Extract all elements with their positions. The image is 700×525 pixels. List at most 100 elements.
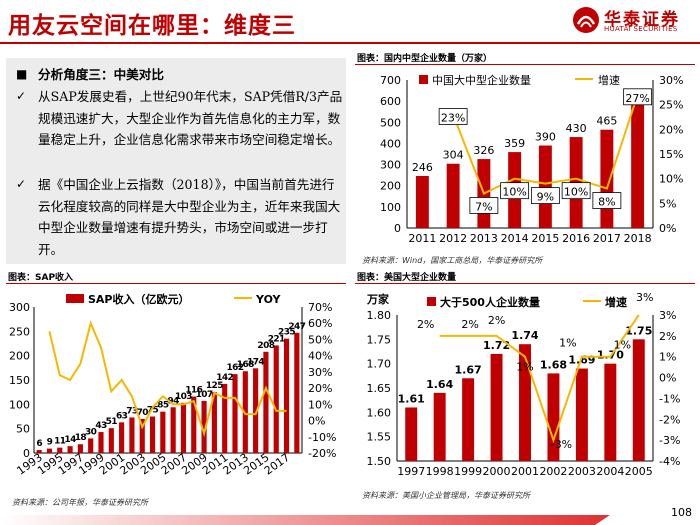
y-tick-label: 1.75 xyxy=(367,333,392,346)
y-tick-label: 1.50 xyxy=(367,455,392,468)
bar xyxy=(632,339,645,461)
footer-band xyxy=(0,515,610,525)
check-bullet-icon: ✓ xyxy=(16,89,27,103)
y-tick-label: 300 xyxy=(380,159,401,172)
bar xyxy=(46,448,53,453)
page-title: 用友云空间在哪里：维度三 xyxy=(8,12,296,39)
y2-tick-label: 5% xyxy=(659,197,676,210)
growth-label: 1% xyxy=(614,339,631,352)
chart1-source: 资料来源：Wind，国家工商总局，华泰证券研究所 xyxy=(362,256,543,265)
bar xyxy=(180,402,187,453)
y2-tick-label: 30% xyxy=(308,366,332,379)
bar xyxy=(283,338,290,453)
bar xyxy=(253,368,259,453)
x-tick-label: 2003 xyxy=(568,465,596,478)
page-number: 108 xyxy=(671,506,692,519)
y2-tick-label: 60% xyxy=(308,317,332,330)
growth-line xyxy=(439,314,640,444)
y-tick-label: 200 xyxy=(9,350,30,363)
growth-label-box xyxy=(500,182,530,200)
bar xyxy=(160,411,166,453)
y-tick-label: 1.70 xyxy=(367,358,392,371)
bar xyxy=(415,175,429,228)
check-bullet-icon: ✓ xyxy=(16,177,27,191)
growth-label: 27% xyxy=(625,92,649,105)
x-tick-label: 2013 xyxy=(470,232,498,245)
bar xyxy=(242,371,248,453)
bar-value-label: 1.61 xyxy=(398,392,425,405)
bar-value-label: 75 xyxy=(147,406,159,416)
growth-label: 9% xyxy=(537,191,554,204)
bar-value-label: 1.64 xyxy=(426,378,453,391)
analysis-point-1: ✓ 从SAP发展史看，上世纪90年代末，SAP凭借R/3产品规模迅速扩大，大型企… xyxy=(16,86,346,151)
bar-value-label: 1.69 xyxy=(568,354,595,367)
bar-value-label: 116 xyxy=(185,386,202,396)
x-tick-label: 1997 xyxy=(397,465,425,478)
bar-value-label: 94 xyxy=(167,396,179,406)
bar-value-label: 465 xyxy=(596,115,617,128)
y-tick-label: 100 xyxy=(9,398,30,411)
chart1-caption-line xyxy=(355,64,695,65)
bar-value-label: 1.72 xyxy=(483,339,510,352)
growth-label: 1% xyxy=(516,361,533,374)
yoy-line xyxy=(48,320,287,438)
bar-value-label: 326 xyxy=(473,144,494,157)
y-tick-label: 0 xyxy=(23,447,30,460)
bar xyxy=(108,428,114,453)
bar-value-label: 107 xyxy=(196,390,213,400)
analysis-box: ■ 分析角度三：中美对比 ✓ 从SAP发展史看，上世纪90年代末，SAP凭借R/… xyxy=(6,58,346,264)
bar-value-label: 1.67 xyxy=(455,363,482,376)
y-tick-label: 100 xyxy=(380,201,401,214)
analysis-point-2: ✓ 据《中国企业上云指数（2018）》，中国当前首先进行云化程度较高的同样是大中… xyxy=(16,174,346,260)
bar xyxy=(538,145,552,228)
x-tick-label: 2017 xyxy=(593,232,621,245)
logo-emblem-icon xyxy=(573,7,599,33)
logo-text: 华泰证券 xyxy=(604,10,680,30)
bar-value-label: 430 xyxy=(566,122,587,135)
bar xyxy=(519,344,531,461)
y-tick-label: 1.80 xyxy=(367,309,392,322)
bar xyxy=(631,103,645,228)
y2-tick-label: 10% xyxy=(659,173,683,186)
bar xyxy=(294,332,300,453)
bar-value-label: 9 xyxy=(47,438,53,448)
legend-line-label: 增速 xyxy=(605,295,627,309)
chart-sap-revenue: 0 50 100 150 200 250 300 -20% -10% 0% 10% 20% 30% 40%… xyxy=(9,292,336,478)
growth-label-box xyxy=(561,182,591,200)
bar-value-label: 1.74 xyxy=(511,329,538,342)
y2-tick-label: 3% xyxy=(659,309,676,322)
bar-value-label: 14 xyxy=(64,435,76,445)
bar-value-label: 30 xyxy=(85,427,97,437)
growth-label: 23% xyxy=(441,112,465,125)
y2-tick-label: 20% xyxy=(308,382,332,395)
y-tick-label: 1.65 xyxy=(367,382,392,395)
growth-label: 1% xyxy=(559,337,576,350)
legend-bar-swatch xyxy=(419,75,428,84)
x-tick-label: 2001 xyxy=(511,465,539,478)
y-tick-label: 500 xyxy=(380,116,401,129)
x-tick-label: 1999 xyxy=(454,465,482,478)
bar-value-label: 208 xyxy=(257,341,274,351)
y2-tick-label: 0% xyxy=(308,415,325,428)
growth-label-box xyxy=(438,108,468,125)
bar-value-label: 359 xyxy=(504,137,525,150)
x-tick-label: 2018 xyxy=(624,232,652,245)
growth-label-box xyxy=(623,88,653,106)
x-tick-label: 2011 xyxy=(408,232,436,245)
chart-china-enterprises: 0 100 200 300 400 500 600 700 0% 5% 10% 15% 20% 25% 30… xyxy=(380,73,683,245)
legend-line-label: YOY xyxy=(255,293,282,306)
y2-tick-label: -20% xyxy=(308,447,336,460)
y2-tick-label: -2% xyxy=(659,413,680,426)
bar xyxy=(446,163,460,228)
bar xyxy=(129,417,135,453)
growth-label: 2% xyxy=(417,318,434,331)
chart-us-enterprises: 万家 1.50 1.55 1.60 1.65 1.70 1.75 1.80 -4% -3% -2% -… xyxy=(366,291,680,478)
company-logo: 华泰证券 HUATAI SECURITIES xyxy=(572,5,690,37)
legend-line-label: 增速 xyxy=(598,73,620,87)
y-tick-label: 250 xyxy=(9,325,30,338)
bar-value-label: 390 xyxy=(535,131,556,144)
chart1-caption: 图表：国内中型企业数量（万家） xyxy=(357,54,493,64)
bar xyxy=(191,396,197,453)
y2-tick-label: 40% xyxy=(308,350,332,363)
growth-label-box xyxy=(469,197,499,214)
